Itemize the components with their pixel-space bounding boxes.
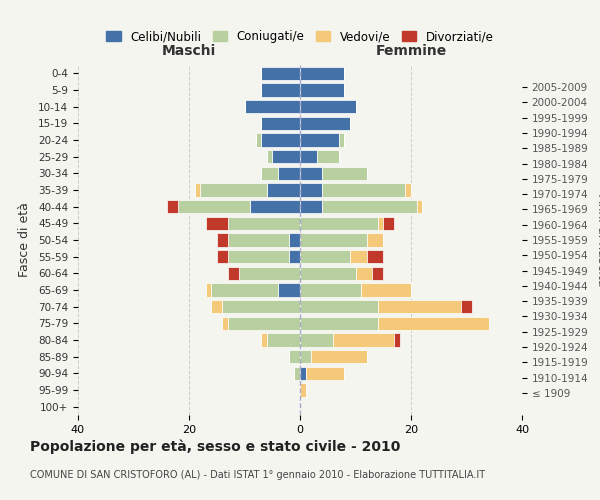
Bar [300,284,361,296]
Bar [311,350,367,364]
Bar [228,250,289,264]
Bar [300,200,322,213]
Bar [261,166,278,180]
Bar [300,350,311,364]
Legend: Celibi/Nubili, Coniugati/e, Vedovi/e, Divorziati/e: Celibi/Nubili, Coniugati/e, Vedovi/e, Di… [101,26,499,48]
Bar [272,150,300,164]
Bar [300,166,322,180]
Bar [305,366,344,380]
Bar [378,300,461,314]
Bar [217,234,228,246]
Bar [300,100,356,114]
Bar [228,266,239,280]
Bar [367,234,383,246]
Bar [300,266,356,280]
Bar [211,284,278,296]
Bar [339,134,344,146]
Bar [178,200,250,213]
Bar [300,234,367,246]
Bar [300,366,305,380]
Bar [289,250,300,264]
Bar [406,184,411,196]
Bar [228,216,300,230]
Bar [206,284,211,296]
Bar [261,134,300,146]
Bar [378,316,489,330]
Bar [378,216,383,230]
Bar [322,200,416,213]
Text: COMUNE DI SAN CRISTOFORO (AL) - Dati ISTAT 1° gennaio 2010 - Elaborazione TUTTIT: COMUNE DI SAN CRISTOFORO (AL) - Dati IST… [30,470,485,480]
Y-axis label: Anni di nascita: Anni di nascita [595,194,600,286]
Bar [261,334,267,346]
Bar [267,334,300,346]
Bar [300,300,378,314]
Bar [295,366,300,380]
Bar [167,200,178,213]
Text: Maschi: Maschi [162,44,216,59]
Bar [461,300,472,314]
Bar [278,166,300,180]
Bar [289,350,300,364]
Bar [300,316,378,330]
Bar [206,216,228,230]
Bar [300,150,317,164]
Bar [300,84,344,96]
Bar [256,134,261,146]
Bar [300,116,350,130]
Bar [300,134,339,146]
Bar [322,166,367,180]
Bar [245,100,300,114]
Bar [322,184,406,196]
Text: Popolazione per età, sesso e stato civile - 2010: Popolazione per età, sesso e stato civil… [30,440,400,454]
Bar [228,316,300,330]
Bar [261,116,300,130]
Bar [200,184,267,196]
Bar [261,84,300,96]
Bar [223,316,228,330]
Bar [289,234,300,246]
Bar [217,250,228,264]
Y-axis label: Fasce di età: Fasce di età [18,202,31,278]
Bar [361,284,411,296]
Bar [300,216,378,230]
Bar [367,250,383,264]
Bar [223,300,300,314]
Bar [267,150,272,164]
Bar [383,216,394,230]
Bar [278,284,300,296]
Bar [300,334,334,346]
Bar [317,150,339,164]
Bar [334,334,394,346]
Bar [350,250,367,264]
Bar [300,384,305,396]
Bar [416,200,422,213]
Bar [194,184,200,196]
Bar [250,200,300,213]
Bar [211,300,223,314]
Text: Femmine: Femmine [376,44,446,59]
Bar [261,66,300,80]
Bar [228,234,289,246]
Bar [267,184,300,196]
Bar [239,266,300,280]
Bar [394,334,400,346]
Bar [372,266,383,280]
Bar [300,184,322,196]
Bar [300,66,344,80]
Bar [356,266,372,280]
Bar [300,250,350,264]
